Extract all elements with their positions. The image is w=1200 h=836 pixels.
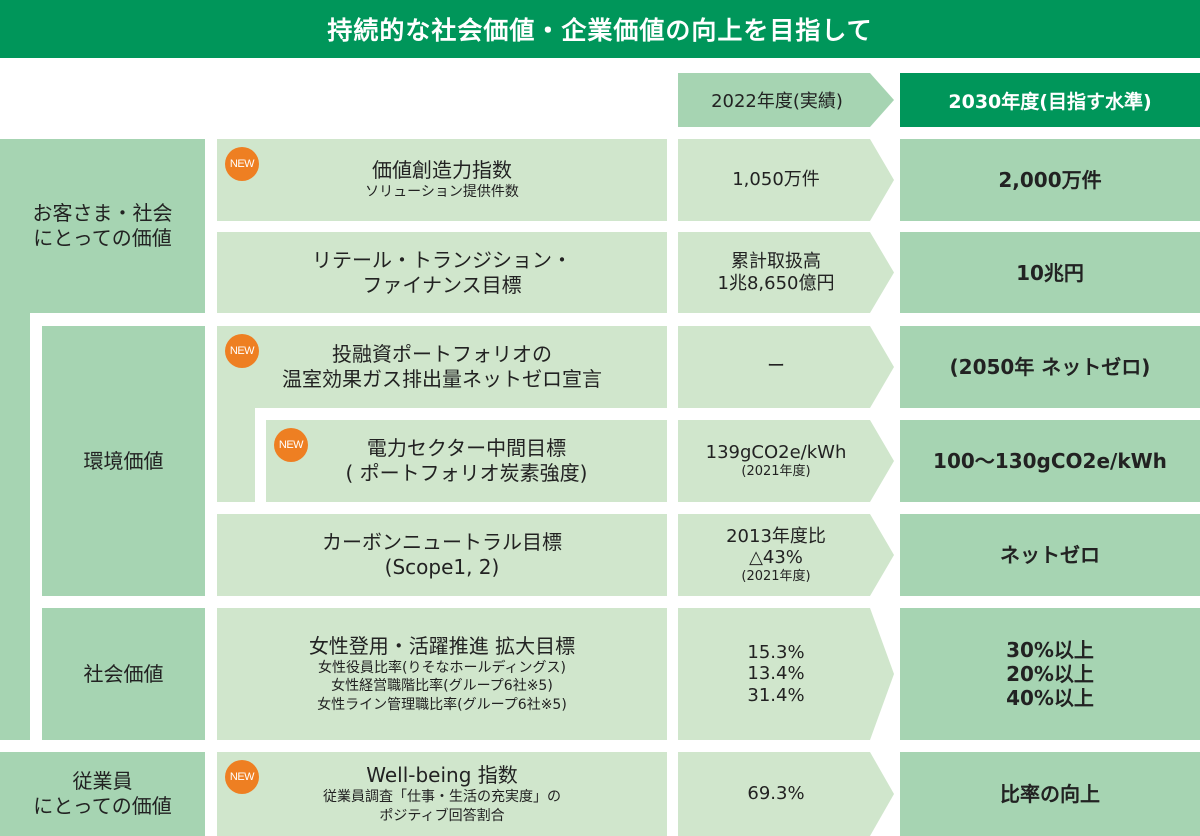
metric-item: 女性登用・活躍推進 拡大目標 女性役員比率(りそなホールディングス) 女性経営職… [217, 608, 667, 740]
new-badge: NEW [225, 760, 259, 794]
metric-title: リテール・トランジション・ ファイナンス目標 [312, 247, 572, 297]
target-value-cell: 30%以上 20%以上 40%以上 [900, 608, 1200, 740]
current-value: 15.3% 13.4% 31.4% [747, 641, 805, 706]
current-value: 139gCO2e/kWh [705, 442, 847, 464]
metric-title: 電力セクター中間目標 ( ポートフォリオ炭素強度) [345, 436, 588, 485]
metric-item: Well-being 指数 従業員調査「仕事・生活の充実度」の ポジティブ回答割… [217, 752, 667, 836]
metric-subtitle: 女性役員比率(りそなホールディングス) 女性経営職階比率(グループ6社※5) 女… [317, 660, 567, 713]
target-value-cell: 100〜130gCO2e/kWh [900, 420, 1200, 502]
current-value-cell: 1,050万件 [678, 139, 894, 221]
current-value-cell: 累計取扱高 1兆8,650億円 [678, 232, 894, 313]
current-value-cell: 15.3% 13.4% 31.4% [678, 608, 894, 740]
metric-item: 電力セクター中間目標 ( ポートフォリオ炭素強度) [266, 420, 667, 502]
metric-title: 投融資ポートフォリオの 温室効果ガス排出量ネットゼロ宣言 [282, 342, 602, 391]
metric-title: Well-being 指数 [366, 763, 518, 788]
target-value-cell: ネットゼロ [900, 514, 1200, 596]
current-value-cell: 2013年度比 △43% (2021年度) [678, 514, 894, 596]
target-value: 100〜130gCO2e/kWh [933, 449, 1167, 473]
metric-subtitle: 従業員調査「仕事・生活の充実度」の ポジティブ回答割合 [323, 789, 561, 824]
current-value-cell: 139gCO2e/kWh (2021年度) [678, 420, 894, 502]
metric-item: リテール・トランジション・ ファイナンス目標 [217, 232, 667, 313]
current-value: 69.3% [747, 783, 805, 805]
metric-title: 女性登用・活躍推進 拡大目標 [308, 634, 576, 659]
metric-subtitle: ソリューション提供件数 [365, 184, 519, 201]
target-value-cell: 2,000万件 [900, 139, 1200, 221]
category-customer-bracket [0, 313, 30, 740]
item-bracket [217, 408, 255, 502]
current-value-cell: ー [678, 326, 894, 408]
target-value: 比率の向上 [1000, 782, 1100, 806]
current-note: (2021年度) [741, 464, 811, 479]
metric-item: カーボンニュートラル目標 (Scope1, 2) [217, 514, 667, 596]
target-value-cell: 10兆円 [900, 232, 1200, 313]
new-badge: NEW [274, 428, 308, 462]
metric-title: 価値創造力指数 [372, 158, 512, 183]
target-value: ネットゼロ [1000, 543, 1100, 567]
metric-title: カーボンニュートラル目標 (Scope1, 2) [322, 530, 562, 579]
target-value: 2,000万件 [998, 168, 1102, 192]
new-badge: NEW [225, 334, 259, 368]
target-value: 10兆円 [1016, 260, 1084, 285]
category-environment: 環境価値 [42, 326, 205, 596]
header-target-year: 2030年度(目指す水準) [900, 73, 1200, 127]
category-customer: お客さま・社会 にとっての価値 [0, 139, 205, 313]
header-current-year: 2022年度(実績) [678, 73, 894, 127]
current-note: (2021年度) [741, 568, 811, 584]
target-value: 30%以上 20%以上 40%以上 [1006, 638, 1094, 710]
metric-item: 価値創造力指数 ソリューション提供件数 [217, 139, 667, 221]
metric-item: 投融資ポートフォリオの 温室効果ガス排出量ネットゼロ宣言 [217, 326, 667, 408]
current-value: 2013年度比 △43% [726, 525, 826, 569]
new-badge: NEW [225, 147, 259, 181]
target-value-cell: 比率の向上 [900, 752, 1200, 836]
page-title: 持続的な社会価値・企業価値の向上を目指して [0, 0, 1200, 58]
current-value-cell: 69.3% [678, 752, 894, 836]
current-value: 1,050万件 [732, 169, 820, 191]
target-value: (2050年 ネットゼロ) [949, 355, 1151, 379]
target-value-cell: (2050年 ネットゼロ) [900, 326, 1200, 408]
category-employee: 従業員 にとっての価値 [0, 752, 205, 836]
current-value: ー [767, 356, 785, 378]
category-social: 社会価値 [42, 608, 205, 740]
current-value: 累計取扱高 1兆8,650億円 [717, 250, 835, 294]
